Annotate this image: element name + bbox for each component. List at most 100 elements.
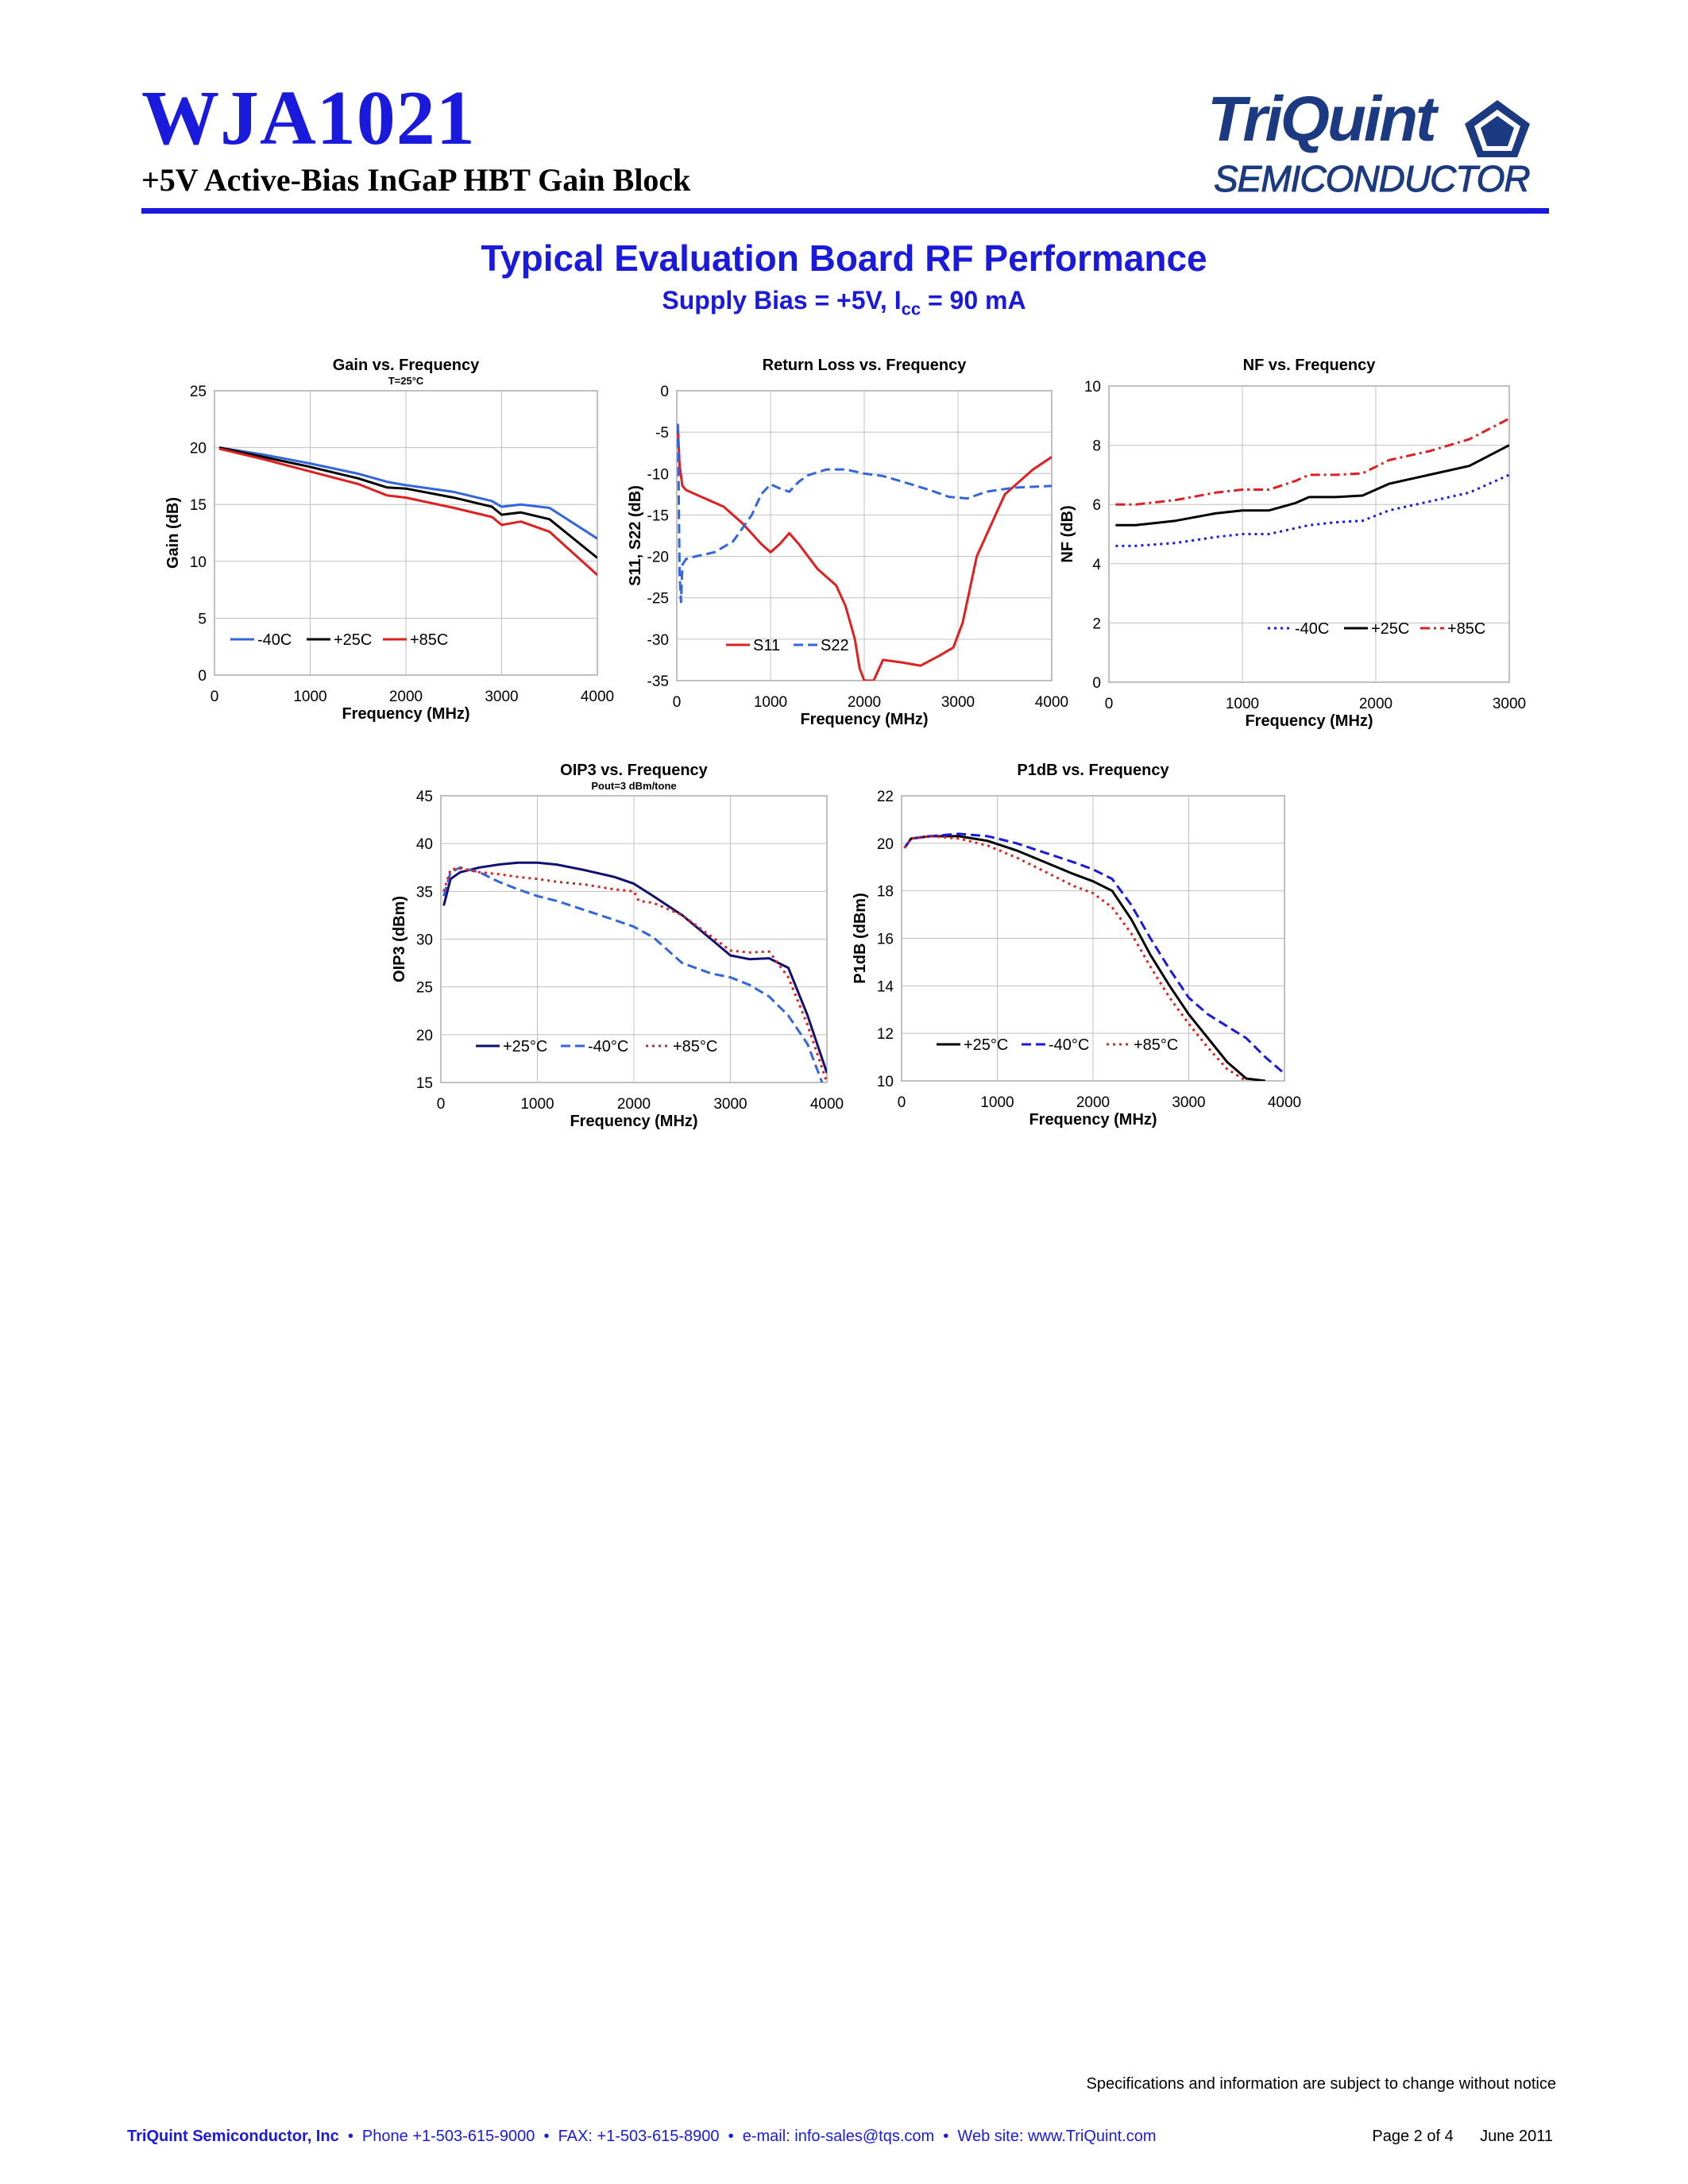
y-tick-label: 40 [416,836,433,853]
y-tick-label: 2 [1092,615,1101,632]
y-tick-label: 6 [1092,497,1101,514]
y-tick-label: -35 [647,673,669,690]
x-tick-label: 0 [437,1096,446,1113]
x-tick-label: 1000 [520,1096,554,1113]
logo-wordmark: TriQuint [1207,83,1437,154]
page-info: Page 2 of 4 June 2011 [1372,2128,1553,2144]
x-tick-label: 0 [1105,696,1114,712]
x-axis-label: Frequency (MHz) [342,705,469,723]
pentagon-logo-icon [1465,100,1530,157]
y-tick-label: -15 [647,507,669,524]
x-axis-label: Frequency (MHz) [800,711,928,728]
y-tick-label: 8 [1092,438,1101,455]
y-axis-label: P1dB (dBm) [852,893,869,983]
disclaimer: Specifications and information are subje… [1086,2075,1556,2093]
x-axis-label: Frequency (MHz) [1245,712,1373,730]
nf-vs-frequency-chart: NF vs. Frequency 0 2 4 6 8 10 0 1000 2000 3000 Freq… [1059,357,1526,730]
legend-label: +25°C [964,1036,1008,1054]
part-number: WJA1021 [141,75,476,161]
chart-title: P1dB vs. Frequency [1017,762,1169,779]
supply-bias: Supply Bias = +5V, Icc = 90 mA [662,286,1026,319]
legend-label: +25°C [503,1038,547,1055]
y-tick-label: 10 [190,554,207,571]
legend-label: S22 [821,637,849,654]
y-tick-label: 0 [660,384,669,400]
series-line [218,446,597,559]
y-tick-label: 25 [416,980,433,997]
x-tick-label: 0 [673,694,682,711]
chart-subtitle: T=25°C [388,375,424,387]
series-line [442,861,827,1074]
y-tick-label: -10 [647,466,669,483]
chart-title: OIP3 vs. Frequency [560,762,709,779]
y-tick-label: 16 [877,932,894,948]
doc-date: June 2011 [1480,2128,1553,2145]
x-axis-label: Frequency (MHz) [570,1113,697,1130]
x-tick-label: 2000 [617,1096,651,1113]
series-line [903,832,1284,1075]
logo-semiconductor: SEMICONDUCTOR [1214,158,1532,199]
y-tick-label: 22 [877,789,894,805]
return-loss-vs-frequency-chart: Return Loss vs. Frequency 0 -5 -10 -15 -20 -25… [627,357,1068,728]
chart-title: Gain vs. Frequency [333,357,480,374]
legend-label: +25C [334,631,372,649]
legend-label: +85C [410,631,448,649]
series-line [1115,417,1509,506]
legend-label: +25C [1371,620,1409,638]
x-tick-label: 1000 [293,689,326,705]
y-tick-label: 45 [416,789,433,805]
x-tick-label: 3000 [941,694,975,711]
legend-label: -40°C [588,1038,628,1055]
footer-company: TriQuint Semiconductor, Inc [127,2128,339,2145]
page-title: Typical Evaluation Board RF Performance [481,237,1207,279]
series-line [218,446,597,540]
x-tick-label: 2000 [848,694,881,711]
p1db-vs-frequency-chart: P1dB vs. Frequency 10 12 14 16 18 20 22 0 1000 200… [852,762,1301,1129]
y-axis-label: OIP3 (dBm) [391,896,408,982]
y-tick-label: 5 [198,611,207,627]
series-line [903,835,1247,1081]
x-axis-label: Frequency (MHz) [1029,1111,1157,1129]
y-tick-label: 0 [198,668,207,685]
plot-area [1108,385,1510,683]
y-tick-label: 18 [877,884,894,901]
series-line [218,447,597,577]
y-tick-label: 30 [416,932,433,949]
series-line [442,866,824,1082]
x-tick-label: 1000 [754,694,787,711]
legend-label: -40°C [1049,1036,1089,1054]
product-subtitle: +5V Active-Bias InGaP HBT Gain Block [141,162,691,198]
y-axis-label: S11, S22 (dB) [627,485,644,586]
y-axis-label: NF (dB) [1059,505,1076,562]
series-line [677,423,1052,604]
x-tick-label: 2000 [1076,1094,1110,1111]
y-tick-label: -5 [655,425,669,442]
series-line [1115,473,1509,547]
x-tick-label: 1000 [980,1094,1014,1111]
chart-title: NF vs. Frequency [1243,357,1377,374]
y-tick-label: 15 [190,497,207,514]
y-tick-label: 12 [877,1026,894,1043]
header-rule [141,208,1549,214]
x-tick-label: 3000 [1172,1094,1205,1111]
y-tick-label: 14 [877,978,894,995]
y-tick-label: 35 [416,884,433,901]
y-tick-label: 4 [1092,557,1101,573]
x-tick-label: 4000 [581,689,614,705]
footer-contact: TriQuint Semiconductor, Inc • Phone +1-5… [127,2128,1156,2144]
y-tick-label: 10 [1084,379,1101,396]
series-line [442,867,827,1082]
x-tick-label: 4000 [810,1096,844,1113]
x-tick-label: 3000 [1493,696,1526,712]
y-tick-label: 10 [877,1074,894,1090]
chart-subtitle: Pout=3 dBm/tone [591,780,676,792]
legend-label: -40C [1295,620,1329,638]
legend-label: -40C [257,631,292,649]
x-tick-label: 0 [211,689,219,705]
y-tick-label: -30 [647,632,669,649]
legend-label: +85°C [1134,1036,1178,1054]
y-tick-label: 20 [877,836,894,853]
x-tick-label: 4000 [1035,694,1068,711]
